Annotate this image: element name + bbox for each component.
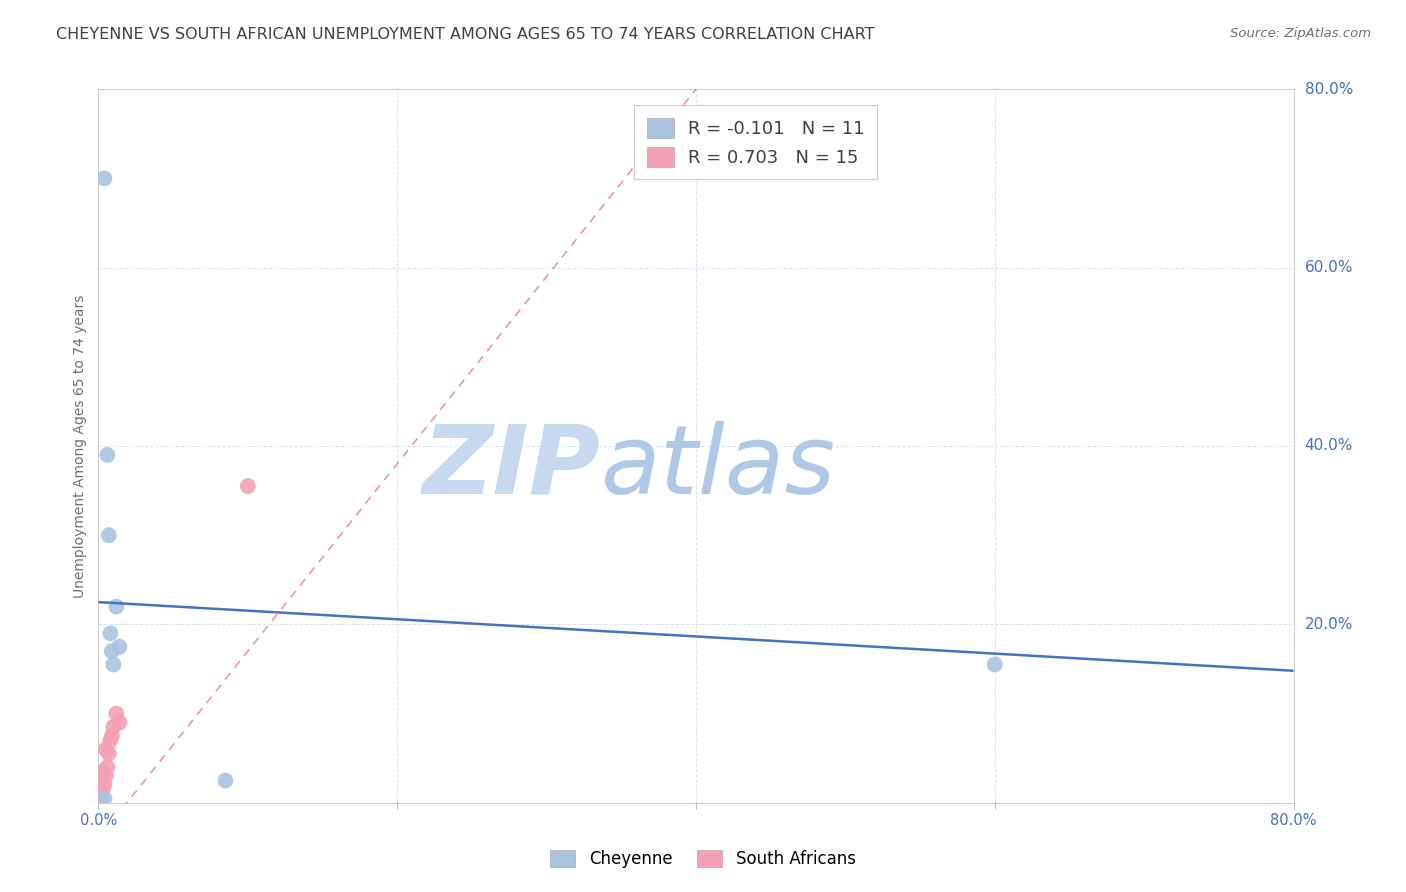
Point <box>93 171 115 186</box>
Legend: Cheyenne, South Africans: Cheyenne, South Africans <box>544 843 862 875</box>
Point <box>98 733 122 747</box>
Point <box>96 760 118 774</box>
Point <box>90 787 112 801</box>
Point <box>108 640 131 654</box>
Point <box>98 626 122 640</box>
Y-axis label: Unemployment Among Ages 65 to 74 years: Unemployment Among Ages 65 to 74 years <box>73 294 87 598</box>
Point <box>94 742 117 756</box>
Point <box>93 791 115 805</box>
Point <box>97 528 120 542</box>
Text: atlas: atlas <box>600 421 835 514</box>
Point <box>101 644 124 658</box>
Text: 80.0%: 80.0% <box>1305 82 1353 96</box>
Text: 20.0%: 20.0% <box>1305 617 1353 632</box>
Text: 40.0%: 40.0% <box>1305 439 1353 453</box>
Text: 60.0%: 60.0% <box>1305 260 1353 275</box>
Point <box>94 769 117 783</box>
Point <box>103 720 125 734</box>
Point <box>91 764 114 779</box>
Point <box>105 706 128 721</box>
Point <box>91 782 114 797</box>
Point <box>105 599 128 614</box>
Point <box>984 657 1007 672</box>
Point <box>96 448 118 462</box>
Point <box>97 747 120 761</box>
Point <box>214 773 236 788</box>
Point <box>103 657 125 672</box>
Point <box>93 778 115 792</box>
Point <box>89 791 111 805</box>
Legend: R = -0.101   N = 11, R = 0.703   N = 15: R = -0.101 N = 11, R = 0.703 N = 15 <box>634 105 877 179</box>
Text: ZIP: ZIP <box>422 421 600 514</box>
Point <box>108 715 131 730</box>
Text: CHEYENNE VS SOUTH AFRICAN UNEMPLOYMENT AMONG AGES 65 TO 74 YEARS CORRELATION CHA: CHEYENNE VS SOUTH AFRICAN UNEMPLOYMENT A… <box>56 27 875 42</box>
Text: Source: ZipAtlas.com: Source: ZipAtlas.com <box>1230 27 1371 40</box>
Point <box>236 479 259 493</box>
Point <box>101 729 124 743</box>
